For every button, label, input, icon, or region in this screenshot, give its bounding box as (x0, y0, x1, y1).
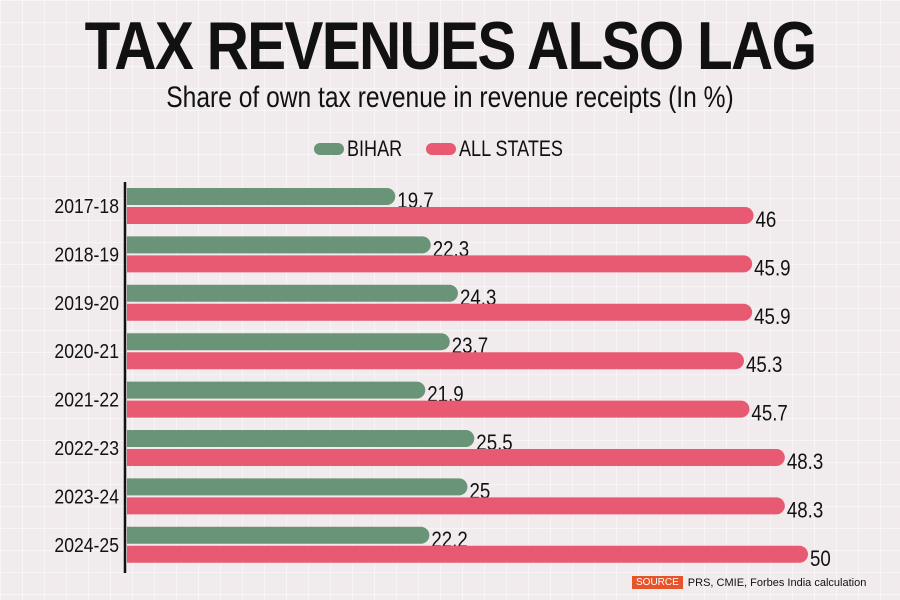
bar-all-states (127, 497, 785, 515)
legend-item-bihar: BIHAR (314, 136, 414, 162)
category-label: 2022-23 (54, 437, 119, 459)
source-tag: SOURCE (632, 576, 683, 589)
data-label-all-states: 45.3 (746, 354, 782, 378)
data-label-all-states: 45.9 (754, 257, 790, 281)
bar-bihar (127, 381, 426, 399)
legend: BIHAR ALL STATES (0, 136, 900, 162)
data-label-all-states: 48.3 (787, 499, 823, 523)
bar-all-states (127, 352, 744, 370)
data-label-all-states: 48.3 (787, 451, 823, 475)
source-text: PRS, CMIE, Forbes India calculation (687, 576, 867, 589)
bar-bihar (127, 478, 468, 496)
category-label: 2019-20 (54, 292, 119, 314)
bar-bihar (127, 188, 396, 205)
bar-all-states (127, 400, 750, 418)
bar-all-states (127, 449, 785, 466)
category-label: 2017-18 (54, 195, 119, 217)
category-label: 2018-19 (54, 243, 119, 265)
bar-bihar (127, 284, 458, 302)
data-label-all-states: 45.9 (754, 305, 790, 329)
bar-all-states (127, 207, 754, 224)
legend-swatch-all-states (426, 143, 457, 155)
data-label-all-states: 45.7 (751, 402, 787, 426)
bar-all-states (127, 303, 753, 321)
bar-all-states (127, 545, 808, 563)
bar-bihar (127, 526, 430, 544)
category-label: 2023-24 (54, 485, 119, 507)
bar-bihar (127, 430, 475, 447)
bar-bihar (127, 236, 431, 254)
chart-title: TAX REVENUES ALSO LAG (84, 8, 817, 84)
data-label-all-states: 50 (810, 547, 831, 571)
legend-label-bihar: BIHAR (347, 136, 403, 161)
data-label-all-states: 46 (756, 209, 777, 233)
bar-bihar (127, 333, 450, 351)
chart-subtitle: Share of own tax revenue in revenue rece… (166, 81, 734, 114)
legend-item-all-states: ALL STATES (426, 136, 586, 162)
legend-swatch-bihar (314, 143, 344, 155)
category-label: 2020-21 (54, 340, 119, 362)
category-label: 2024-25 (54, 534, 119, 556)
source-note: SOURCE PRS, CMIE, Forbes India calculati… (632, 576, 866, 589)
category-label: 2021-22 (54, 389, 119, 411)
bar-all-states (127, 255, 753, 273)
legend-label-all-states: ALL STATES (459, 136, 564, 161)
